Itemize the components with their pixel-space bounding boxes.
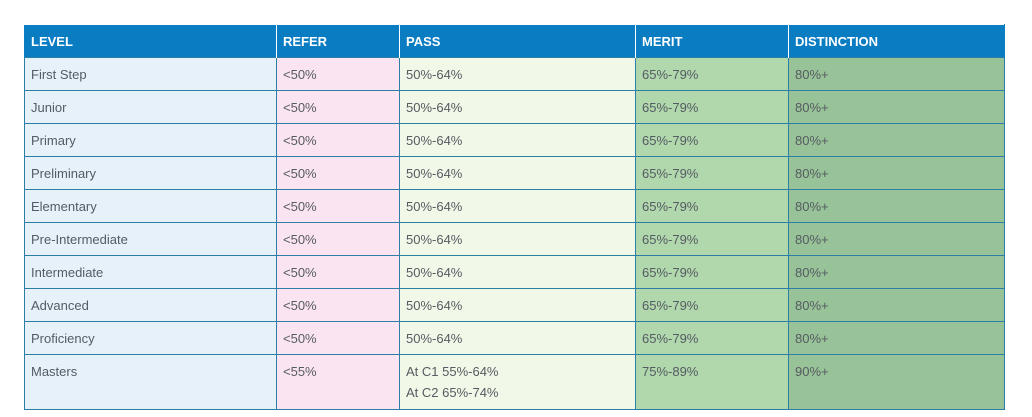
table-body: First Step <50% 50%-64% 65%-79% 80%+ Junior <5… <box>24 57 1005 410</box>
pass-line: 50%-64% <box>406 165 463 181</box>
cell-merit: 65%-79% <box>635 123 789 157</box>
header-level: LEVEL <box>24 24 277 58</box>
header-row: LEVEL REFER PASS MERIT DISTINCTION <box>24 24 1005 58</box>
table-row: Proficiency <50% 50%-64% 65%-79% 80%+ <box>24 321 1005 355</box>
cell-distinction: 80%+ <box>788 57 1005 91</box>
cell-distinction: 80%+ <box>788 90 1005 124</box>
cell-pass: 50%-64% <box>399 321 636 355</box>
table-row: Preliminary <50% 50%-64% 65%-79% 80%+ <box>24 156 1005 190</box>
cell-merit: 65%-79% <box>635 90 789 124</box>
grading-table: LEVEL REFER PASS MERIT DISTINCTION First… <box>24 24 1005 410</box>
cell-refer: <55% <box>276 354 400 410</box>
cell-refer: <50% <box>276 288 400 322</box>
cell-distinction: 90%+ <box>788 354 1005 410</box>
table-row: Elementary <50% 50%-64% 65%-79% 80%+ <box>24 189 1005 223</box>
cell-level: Masters <box>24 354 277 410</box>
cell-pass: 50%-64% <box>399 255 636 289</box>
grading-table-container: LEVEL REFER PASS MERIT DISTINCTION First… <box>24 24 1005 410</box>
cell-merit: 65%-79% <box>635 156 789 190</box>
table-row: Pre-Intermediate <50% 50%-64% 65%-79% 80%+ <box>24 222 1005 256</box>
cell-level: Junior <box>24 90 277 124</box>
cell-distinction: 80%+ <box>788 321 1005 355</box>
cell-refer: <50% <box>276 222 400 256</box>
pass-line: 50%-64% <box>406 99 463 115</box>
cell-pass: At C1 55%-64% At C2 65%-74% <box>399 354 636 410</box>
cell-refer: <50% <box>276 321 400 355</box>
cell-distinction: 80%+ <box>788 222 1005 256</box>
cell-pass: 50%-64% <box>399 156 636 190</box>
header-pass: PASS <box>399 24 636 58</box>
cell-pass: 50%-64% <box>399 57 636 91</box>
cell-distinction: 80%+ <box>788 255 1005 289</box>
cell-refer: <50% <box>276 255 400 289</box>
table-row: First Step <50% 50%-64% 65%-79% 80%+ <box>24 57 1005 91</box>
cell-refer: <50% <box>276 123 400 157</box>
cell-distinction: 80%+ <box>788 288 1005 322</box>
cell-merit: 75%-89% <box>635 354 789 410</box>
table-row: Advanced <50% 50%-64% 65%-79% 80%+ <box>24 288 1005 322</box>
cell-refer: <50% <box>276 57 400 91</box>
cell-refer: <50% <box>276 189 400 223</box>
cell-level: Intermediate <box>24 255 277 289</box>
cell-level: Pre-Intermediate <box>24 222 277 256</box>
table-row: Masters <55% At C1 55%-64% At C2 65%-74% 75%… <box>24 354 1005 410</box>
pass-line: 50%-64% <box>406 231 463 247</box>
cell-distinction: 80%+ <box>788 123 1005 157</box>
header-refer: REFER <box>276 24 400 58</box>
table-row: Junior <50% 50%-64% 65%-79% 80%+ <box>24 90 1005 124</box>
cell-refer: <50% <box>276 156 400 190</box>
pass-line: At C2 65%-74% <box>406 385 499 400</box>
pass-line: 50%-64% <box>406 330 463 346</box>
cell-merit: 65%-79% <box>635 321 789 355</box>
cell-level: First Step <box>24 57 277 91</box>
header-merit: MERIT <box>635 24 789 58</box>
pass-line: 50%-64% <box>406 297 463 313</box>
cell-merit: 65%-79% <box>635 57 789 91</box>
pass-line: 50%-64% <box>406 66 463 82</box>
cell-level: Proficiency <box>24 321 277 355</box>
cell-level: Primary <box>24 123 277 157</box>
table-row: Primary <50% 50%-64% 65%-79% 80%+ <box>24 123 1005 157</box>
cell-pass: 50%-64% <box>399 222 636 256</box>
cell-level: Advanced <box>24 288 277 322</box>
header-distinction: DISTINCTION <box>788 24 1005 58</box>
table-row: Intermediate <50% 50%-64% 65%-79% 80%+ <box>24 255 1005 289</box>
pass-line: 50%-64% <box>406 198 463 214</box>
pass-line: At C1 55%-64% <box>406 364 499 379</box>
pass-line: 50%-64% <box>406 264 463 280</box>
pass-line: 50%-64% <box>406 132 463 148</box>
cell-merit: 65%-79% <box>635 255 789 289</box>
cell-pass: 50%-64% <box>399 288 636 322</box>
cell-distinction: 80%+ <box>788 189 1005 223</box>
cell-refer: <50% <box>276 90 400 124</box>
cell-merit: 65%-79% <box>635 222 789 256</box>
cell-merit: 65%-79% <box>635 189 789 223</box>
cell-level: Elementary <box>24 189 277 223</box>
cell-pass: 50%-64% <box>399 90 636 124</box>
cell-merit: 65%-79% <box>635 288 789 322</box>
cell-pass: 50%-64% <box>399 123 636 157</box>
cell-pass: 50%-64% <box>399 189 636 223</box>
cell-level: Preliminary <box>24 156 277 190</box>
cell-distinction: 80%+ <box>788 156 1005 190</box>
